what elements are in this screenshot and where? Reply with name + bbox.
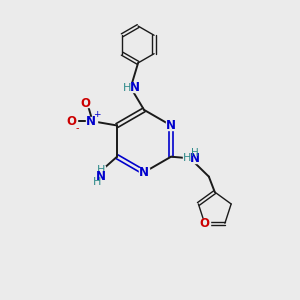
Text: H: H [123,82,131,93]
Bar [123,83,138,92]
Text: H: H [183,153,191,163]
Bar [85,117,97,125]
Text: H: H [93,177,101,187]
Text: -: - [76,124,79,134]
Bar [81,99,91,107]
Bar [139,168,149,176]
Bar [66,117,77,125]
Text: O: O [81,97,91,110]
Text: N: N [139,166,149,179]
Text: H: H [191,148,198,158]
Bar [200,219,210,227]
Text: +: + [93,110,101,119]
Bar [166,121,176,130]
Text: H: H [97,165,105,175]
Text: O: O [67,115,77,128]
Text: N: N [130,81,140,94]
Text: N: N [86,115,96,128]
Text: N: N [96,169,106,182]
Bar [183,154,199,163]
Text: N: N [190,152,200,165]
Text: N: N [166,119,176,132]
Text: O: O [200,217,210,230]
Bar [90,166,104,183]
